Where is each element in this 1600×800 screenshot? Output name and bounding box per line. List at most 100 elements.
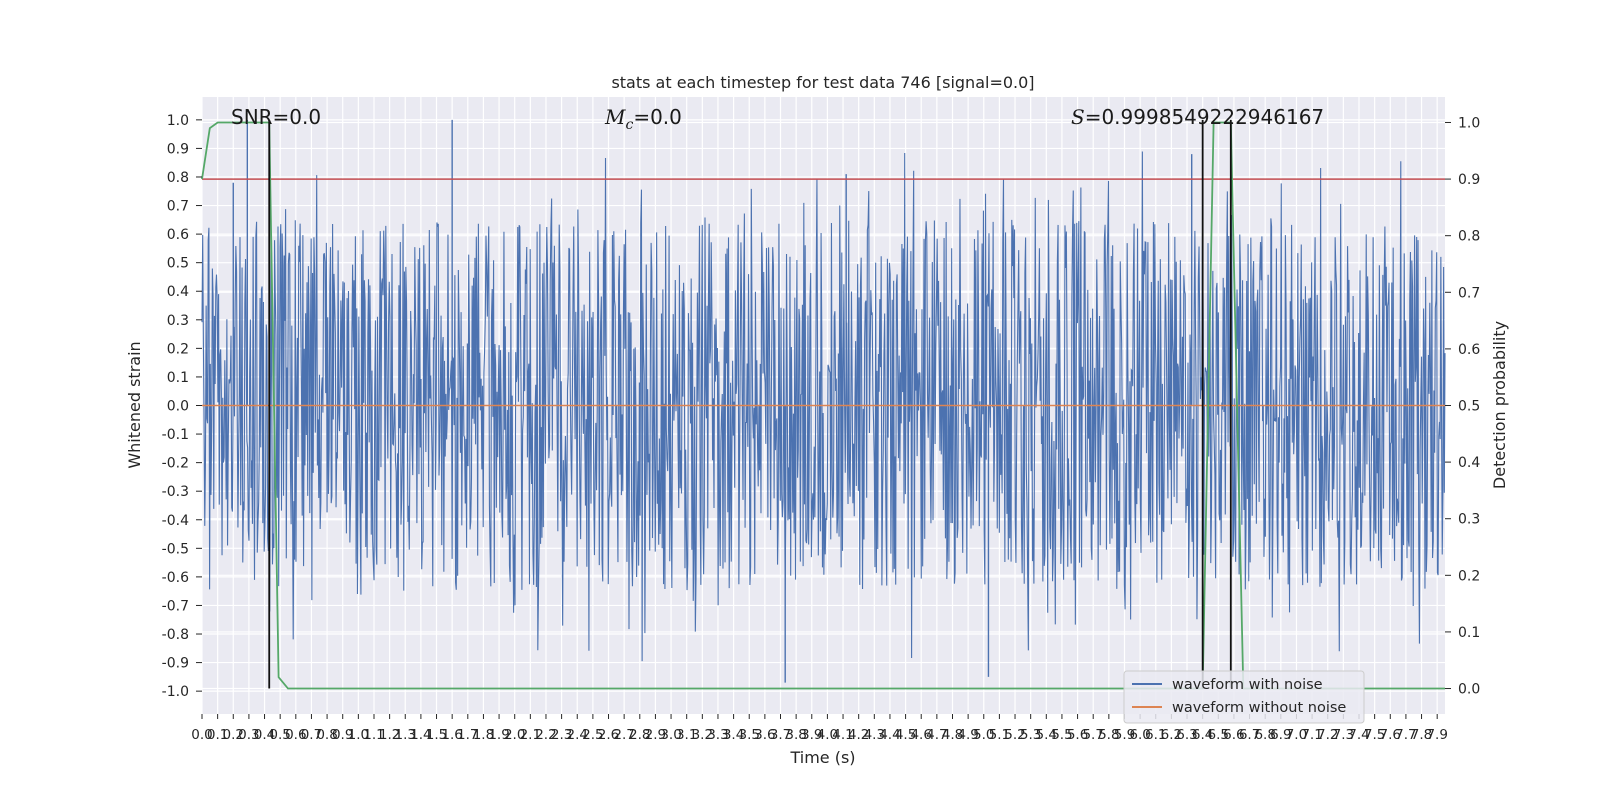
x-tick-label: 0.2 <box>223 727 244 743</box>
x-tick-label: 3.2 <box>692 727 713 743</box>
x-tick-label: 1.1 <box>363 727 384 743</box>
x-tick-label: 2.8 <box>629 727 650 743</box>
x-tick-label: 5.2 <box>1004 727 1025 743</box>
y-tick-label: -1.0 <box>162 684 189 700</box>
x-tick-label: 5.3 <box>1020 727 1041 743</box>
x-tick-label: 7.7 <box>1395 727 1416 743</box>
x-tick-label: 2.5 <box>582 727 603 743</box>
snr-annotation: SNR=0.0 <box>231 105 321 129</box>
x-tick-label: 3.5 <box>738 727 759 743</box>
x-tick-label: 2.9 <box>645 727 666 743</box>
x-tick-label: 1.9 <box>488 727 509 743</box>
mc-annotation: Mc=0.0 <box>604 105 682 133</box>
x-tick-label: 1.4 <box>410 727 431 743</box>
y-tick-label: 0.4 <box>167 284 189 300</box>
y-tick-label: -0.8 <box>162 627 189 643</box>
y-tick-label: 0.1 <box>167 370 189 386</box>
x-axis-label: Time (s) <box>789 748 855 767</box>
x-tick-label: 4.7 <box>926 727 947 743</box>
x-tick-label: 2.2 <box>535 727 556 743</box>
x-tick-label: 3.9 <box>801 727 822 743</box>
x-tick-label: 6.0 <box>1129 727 1150 743</box>
legend: waveform with noise waveform without noi… <box>1123 670 1365 724</box>
x-tick-label: 1.3 <box>395 727 416 743</box>
x-tick-label: 4.2 <box>848 727 869 743</box>
x-tick-label: 5.1 <box>989 727 1010 743</box>
x-tick-label: 7.6 <box>1380 727 1401 743</box>
x-tick-label: 2.6 <box>598 727 619 743</box>
y-tick-label: -0.5 <box>162 541 189 557</box>
y2-axis-ticks: 1.0 0.9 0.8 0.7 0.6 0.5 0.4 0.3 0.2 0.1 0.0 <box>1445 115 1480 698</box>
x-tick-label: 1.8 <box>473 727 494 743</box>
x-tick-label: 6.7 <box>1239 727 1260 743</box>
y2-tick-label: 0.9 <box>1458 172 1480 188</box>
x-tick-label: 4.5 <box>895 727 916 743</box>
y-tick-label: 0.9 <box>167 141 189 157</box>
x-tick-label: 3.0 <box>660 727 681 743</box>
y2-tick-label: 0.3 <box>1458 512 1480 528</box>
x-tick-label: 7.2 <box>1317 727 1338 743</box>
x-tick-label: 4.6 <box>910 727 931 743</box>
x-tick-label: 1.2 <box>379 727 400 743</box>
y-tick-label: -0.7 <box>162 598 189 614</box>
x-tick-label: 3.6 <box>754 727 775 743</box>
x-tick-label: 5.4 <box>1036 727 1057 743</box>
s-annotation: S=0.9998549222946167 <box>1071 105 1324 129</box>
x-tick-label: 0.4 <box>254 727 275 743</box>
y-tick-label: -0.1 <box>162 427 189 443</box>
x-tick-label: 7.3 <box>1333 727 1354 743</box>
x-tick-label: 7.1 <box>1301 727 1322 743</box>
x-axis-ticks: 0.00.10.20.30.40.50.60.70.80.91.01.11.21… <box>191 714 1448 743</box>
x-tick-label: 2.4 <box>567 727 588 743</box>
y-tick-label: -0.9 <box>162 656 189 672</box>
y-tick-label: 0.7 <box>167 199 189 215</box>
x-tick-label: 6.9 <box>1270 727 1291 743</box>
x-tick-label: 4.1 <box>832 727 853 743</box>
y-tick-label: 0.5 <box>167 256 189 272</box>
legend-label-clean: waveform without noise <box>1172 700 1346 716</box>
y-tick-label: 0.0 <box>167 399 189 415</box>
x-tick-label: 0.3 <box>238 727 259 743</box>
y2-tick-label: 0.5 <box>1458 399 1480 415</box>
x-tick-label: 0.8 <box>316 727 337 743</box>
x-tick-label: 0.1 <box>207 727 228 743</box>
y2-tick-label: 1.0 <box>1458 115 1480 131</box>
y-tick-label: -0.2 <box>162 456 189 472</box>
x-tick-label: 6.3 <box>1176 727 1197 743</box>
x-tick-label: 7.0 <box>1286 727 1307 743</box>
x-tick-label: 5.0 <box>973 727 994 743</box>
x-tick-label: 3.1 <box>676 727 697 743</box>
y-axis-ticks: 1.0 0.9 0.8 0.7 0.6 0.5 0.4 0.3 0.2 0.1 0.0 -0.1 -0.… <box>162 113 202 700</box>
chart-title: stats at each timestep for test data 746… <box>611 73 1034 92</box>
x-tick-label: 4.0 <box>817 727 838 743</box>
y-tick-label: -0.6 <box>162 570 189 586</box>
x-tick-label: 0.9 <box>332 727 353 743</box>
y2-tick-label: 0.4 <box>1458 455 1480 471</box>
x-tick-label: 7.5 <box>1364 727 1385 743</box>
x-tick-label: 5.9 <box>1114 727 1135 743</box>
x-tick-label: 5.6 <box>1067 727 1088 743</box>
y2-tick-label: 0.6 <box>1458 342 1480 358</box>
x-tick-label: 6.6 <box>1223 727 1244 743</box>
vertical-lines <box>268 119 1232 689</box>
x-tick-label: 0.5 <box>269 727 290 743</box>
x-tick-label: 0.0 <box>191 727 212 743</box>
x-tick-label: 6.2 <box>1161 727 1182 743</box>
y-tick-label: 0.8 <box>167 170 189 186</box>
y2-tick-label: 0.8 <box>1458 229 1480 245</box>
x-tick-label: 4.8 <box>942 727 963 743</box>
y2-tick-label: 0.2 <box>1458 568 1480 584</box>
noise-line <box>201 151 1446 662</box>
x-tick-label: 1.6 <box>441 727 462 743</box>
y2-tick-label: 0.7 <box>1458 285 1480 301</box>
x-tick-label: 3.7 <box>770 727 791 743</box>
x-tick-label: 3.3 <box>707 727 728 743</box>
x-tick-label: 7.8 <box>1411 727 1432 743</box>
y-tick-label: -0.3 <box>162 484 189 500</box>
x-tick-label: 6.1 <box>1145 727 1166 743</box>
y-tick-label: 0.3 <box>167 313 189 329</box>
x-tick-label: 6.8 <box>1254 727 1275 743</box>
legend-label-noise: waveform with noise <box>1172 677 1323 693</box>
x-tick-label: 1.5 <box>426 727 447 743</box>
